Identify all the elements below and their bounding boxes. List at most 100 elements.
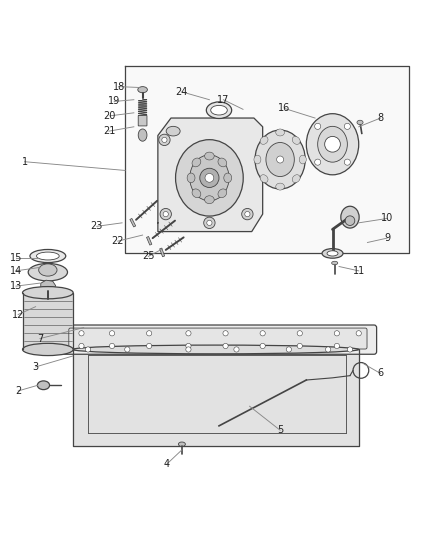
Ellipse shape — [190, 155, 229, 201]
Ellipse shape — [224, 173, 232, 183]
Ellipse shape — [332, 261, 338, 265]
Ellipse shape — [306, 114, 359, 175]
Circle shape — [334, 330, 339, 336]
Ellipse shape — [22, 287, 73, 299]
Circle shape — [286, 347, 291, 352]
FancyBboxPatch shape — [69, 328, 367, 349]
Circle shape — [297, 343, 302, 349]
Circle shape — [160, 208, 171, 220]
Ellipse shape — [192, 158, 201, 167]
Ellipse shape — [357, 120, 363, 125]
Ellipse shape — [266, 142, 294, 176]
Text: 9: 9 — [384, 233, 390, 243]
Text: 18: 18 — [113, 82, 125, 92]
Polygon shape — [125, 66, 409, 253]
Circle shape — [147, 343, 152, 349]
Ellipse shape — [205, 152, 214, 160]
Circle shape — [85, 347, 91, 352]
Ellipse shape — [292, 175, 300, 183]
Circle shape — [297, 330, 302, 336]
Circle shape — [223, 330, 228, 336]
Circle shape — [186, 347, 191, 352]
Ellipse shape — [255, 130, 305, 189]
Text: 20: 20 — [104, 111, 116, 121]
Ellipse shape — [37, 381, 49, 390]
Circle shape — [314, 159, 321, 165]
Circle shape — [163, 212, 168, 217]
Ellipse shape — [176, 140, 243, 216]
Polygon shape — [41, 280, 56, 291]
Ellipse shape — [299, 155, 306, 164]
Text: 17: 17 — [217, 95, 230, 104]
Circle shape — [344, 123, 350, 130]
Circle shape — [334, 343, 339, 349]
Ellipse shape — [138, 129, 147, 141]
Ellipse shape — [292, 136, 300, 144]
Circle shape — [245, 212, 250, 217]
Polygon shape — [130, 219, 136, 227]
Text: 16: 16 — [279, 103, 291, 114]
Polygon shape — [73, 350, 359, 446]
Text: 5: 5 — [277, 425, 283, 435]
Ellipse shape — [22, 343, 73, 356]
Circle shape — [347, 347, 353, 352]
Circle shape — [147, 330, 152, 336]
Polygon shape — [146, 237, 152, 245]
Polygon shape — [160, 248, 165, 257]
Text: 21: 21 — [103, 126, 115, 136]
Ellipse shape — [166, 126, 180, 136]
Circle shape — [325, 136, 340, 152]
Circle shape — [204, 217, 215, 229]
Ellipse shape — [39, 264, 57, 276]
FancyBboxPatch shape — [138, 116, 147, 126]
Circle shape — [162, 138, 167, 142]
Circle shape — [79, 343, 84, 349]
Text: 15: 15 — [10, 253, 22, 263]
Text: 14: 14 — [10, 266, 22, 276]
Circle shape — [110, 330, 115, 336]
Circle shape — [260, 343, 265, 349]
Circle shape — [110, 343, 115, 349]
Text: 22: 22 — [111, 236, 124, 246]
Ellipse shape — [211, 106, 227, 115]
Ellipse shape — [218, 158, 227, 167]
Text: 25: 25 — [142, 252, 155, 262]
Circle shape — [205, 174, 214, 182]
Circle shape — [277, 156, 284, 163]
Text: 8: 8 — [378, 113, 384, 123]
Ellipse shape — [73, 345, 359, 354]
Text: 7: 7 — [37, 334, 43, 344]
Text: 4: 4 — [163, 459, 170, 469]
Circle shape — [207, 220, 212, 225]
Text: 13: 13 — [10, 281, 22, 291]
Ellipse shape — [218, 189, 227, 198]
Ellipse shape — [260, 175, 268, 183]
Circle shape — [356, 330, 361, 336]
Ellipse shape — [205, 196, 214, 204]
Text: 1: 1 — [21, 157, 28, 167]
Text: 23: 23 — [91, 221, 103, 231]
Text: 2: 2 — [15, 386, 21, 396]
Circle shape — [223, 343, 228, 349]
Ellipse shape — [276, 129, 285, 136]
Ellipse shape — [345, 216, 355, 225]
Text: 11: 11 — [353, 266, 365, 276]
Text: 24: 24 — [176, 87, 188, 97]
Circle shape — [314, 123, 321, 130]
Circle shape — [125, 347, 130, 352]
Circle shape — [260, 330, 265, 336]
Circle shape — [186, 330, 191, 336]
Circle shape — [186, 343, 191, 349]
Ellipse shape — [322, 248, 343, 258]
Circle shape — [234, 347, 239, 352]
Ellipse shape — [138, 87, 148, 93]
Ellipse shape — [36, 252, 59, 260]
Circle shape — [344, 159, 350, 165]
Text: 6: 6 — [378, 368, 384, 378]
Text: 12: 12 — [12, 310, 25, 319]
Text: 3: 3 — [32, 362, 39, 372]
Text: 19: 19 — [108, 96, 120, 107]
Ellipse shape — [187, 173, 195, 183]
Ellipse shape — [28, 263, 67, 281]
Polygon shape — [158, 118, 263, 231]
